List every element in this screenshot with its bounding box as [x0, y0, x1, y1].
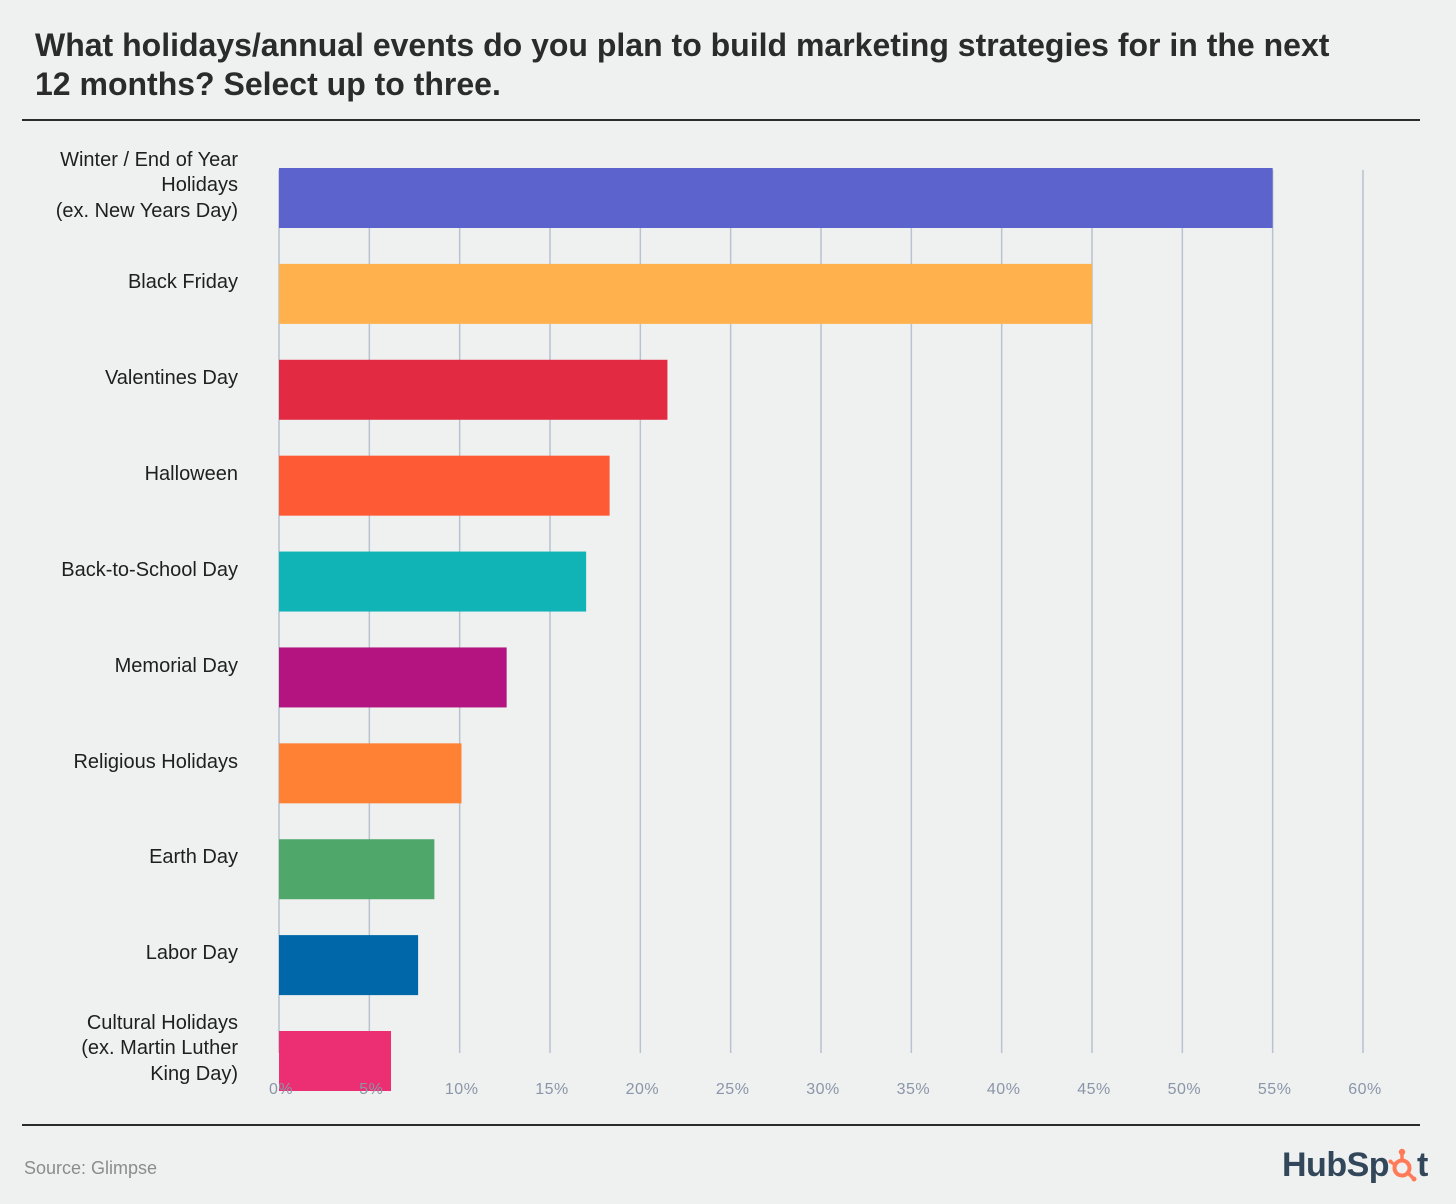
- logo-text-start: HubSp: [1282, 1145, 1390, 1184]
- bar: [279, 1031, 392, 1091]
- category-label: Labor Day: [20, 941, 238, 967]
- x-tick-label: 55%: [1257, 1081, 1292, 1098]
- x-tick-label: 20%: [625, 1081, 660, 1098]
- category-label-line: Memorial Day: [114, 654, 238, 677]
- category-label: Religious Holidays: [20, 750, 238, 776]
- category-label-line: (ex. Martin Luther: [81, 1037, 238, 1060]
- category-label-line: Holidays: [161, 174, 238, 197]
- category-label-line: Religious Holidays: [73, 750, 238, 773]
- category-label: Cultural Holidays (ex. Martin Luther King …: [20, 1011, 238, 1088]
- sprocket-icon: [1388, 1148, 1417, 1182]
- category-label-line: Cultural Holidays: [86, 1011, 238, 1034]
- x-tick-label: 10%: [444, 1081, 479, 1098]
- x-tick-label: 0%: [268, 1081, 294, 1098]
- category-label-line: Halloween: [144, 462, 238, 485]
- bar: [279, 359, 668, 420]
- bar: [279, 551, 587, 612]
- x-tick-label: 60%: [1348, 1081, 1382, 1098]
- category-label: Valentines Day: [20, 366, 238, 392]
- category-label-line: Black Friday: [127, 271, 238, 294]
- category-label-line: Back-to-School Day: [61, 558, 238, 581]
- category-label: Halloween: [20, 462, 238, 488]
- category-label: Memorial Day: [20, 654, 238, 680]
- bar: [279, 935, 419, 996]
- bar: [279, 647, 507, 708]
- footer-divider: [22, 1124, 1420, 1126]
- x-tick-label: 40%: [986, 1081, 1021, 1098]
- bar: [279, 455, 610, 516]
- source-note: Source: Glimpse: [24, 1158, 158, 1178]
- category-label-line: Valentines Day: [104, 367, 238, 390]
- category-label: Earth Day: [20, 845, 238, 871]
- x-tick-label: 50%: [1167, 1081, 1202, 1098]
- hubspot-logo[interactable]: HubSp t: [1282, 1140, 1428, 1190]
- category-label-line: Earth Day: [149, 846, 238, 869]
- title-divider: [22, 119, 1420, 121]
- bar: [279, 263, 1092, 324]
- bar: [279, 839, 435, 900]
- x-tick-label: 35%: [896, 1081, 931, 1098]
- bar-chart: [278, 168, 1364, 1091]
- bar: [279, 743, 462, 804]
- category-label: Winter / End of Year Holidays (ex. New Yea…: [20, 148, 238, 225]
- category-label-line: Winter / End of Year: [60, 148, 238, 171]
- chart-title: What holidays/annual events do you plan …: [35, 27, 1330, 102]
- category-label-line: (ex. New Years Day): [55, 199, 238, 222]
- category-label-line: King Day): [150, 1062, 238, 1085]
- category-label: Black Friday: [20, 270, 238, 296]
- category-label-line: Labor Day: [145, 942, 238, 965]
- bar: [279, 168, 1273, 228]
- x-tick-label: 30%: [806, 1081, 840, 1098]
- logo-text-end: t: [1417, 1145, 1428, 1184]
- x-tick-label: 45%: [1077, 1081, 1111, 1098]
- x-tick-label: 15%: [535, 1081, 569, 1098]
- category-label: Back-to-School Day: [20, 558, 238, 584]
- x-tick-label: 5%: [359, 1081, 384, 1098]
- x-tick-label: 25%: [715, 1081, 750, 1098]
